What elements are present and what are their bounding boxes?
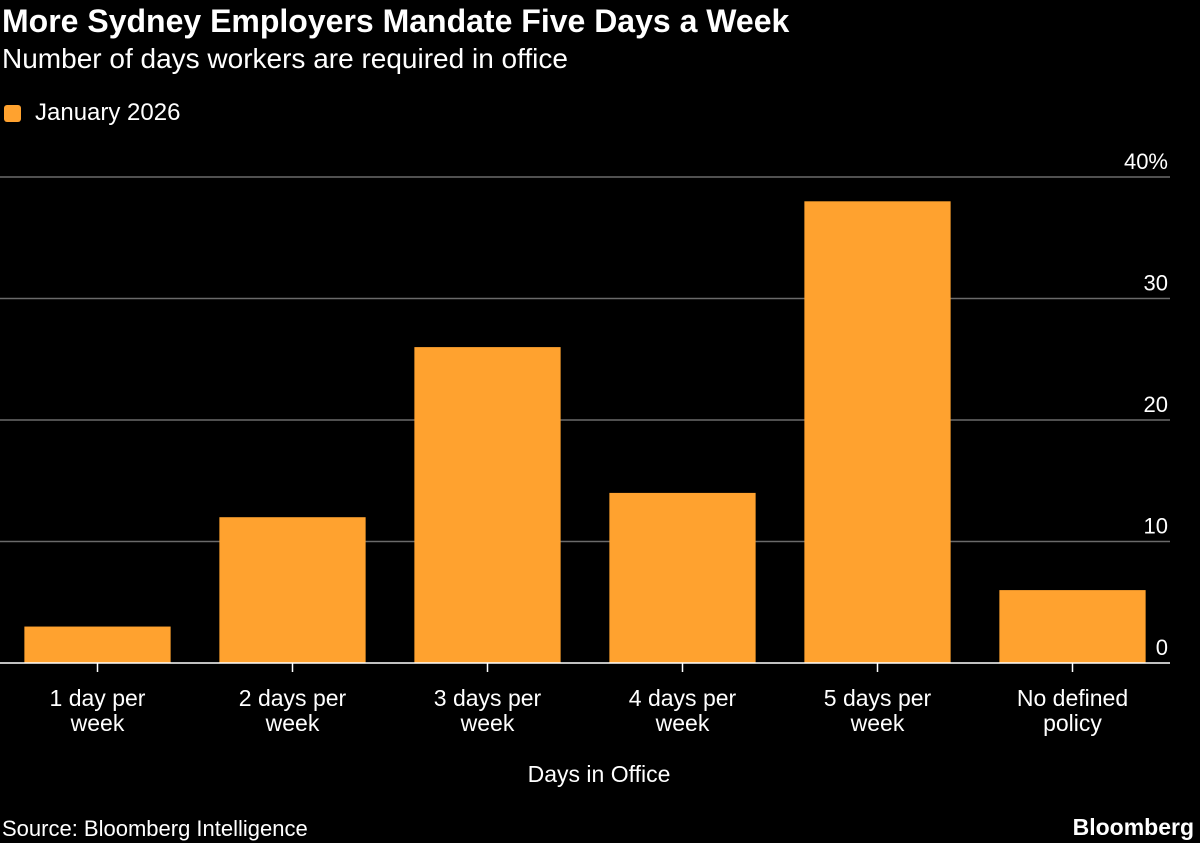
y-tick-label: 0 (1156, 635, 1168, 660)
bar (24, 626, 171, 663)
x-tick-label: 5 days per week (824, 685, 932, 736)
x-tick-label: No defined policy (1017, 685, 1128, 736)
bar (219, 517, 366, 663)
y-tick-label: 10 (1144, 514, 1168, 539)
chart-subtitle: Number of days workers are required in o… (2, 43, 568, 74)
x-tick-label: 1 day per week (50, 685, 146, 736)
bar (999, 590, 1146, 663)
chart-title: More Sydney Employers Mandate Five Days … (2, 3, 790, 39)
y-tick-label: 40% (1124, 149, 1168, 174)
x-axis-title: Days in Office (528, 761, 671, 787)
brand-logo: Bloomberg (1072, 814, 1194, 840)
legend-swatch (4, 104, 21, 122)
x-tick-label: 2 days per week (239, 685, 347, 736)
x-tick-label: 3 days per week (434, 685, 542, 736)
bar (414, 347, 561, 663)
legend: January 2026 (4, 98, 180, 128)
x-tick-label: 4 days per week (629, 685, 737, 736)
y-tick-label: 20 (1144, 392, 1168, 417)
bar (609, 492, 756, 663)
bar (804, 201, 951, 664)
legend-label: January 2026 (35, 99, 181, 126)
y-tick-label: 30 (1144, 271, 1168, 296)
source-note: Source: Bloomberg Intelligence (2, 816, 308, 841)
bar-chart: 0 10 20 30 40% 1 day per week 2 days per week 3 d… (0, 149, 1170, 787)
